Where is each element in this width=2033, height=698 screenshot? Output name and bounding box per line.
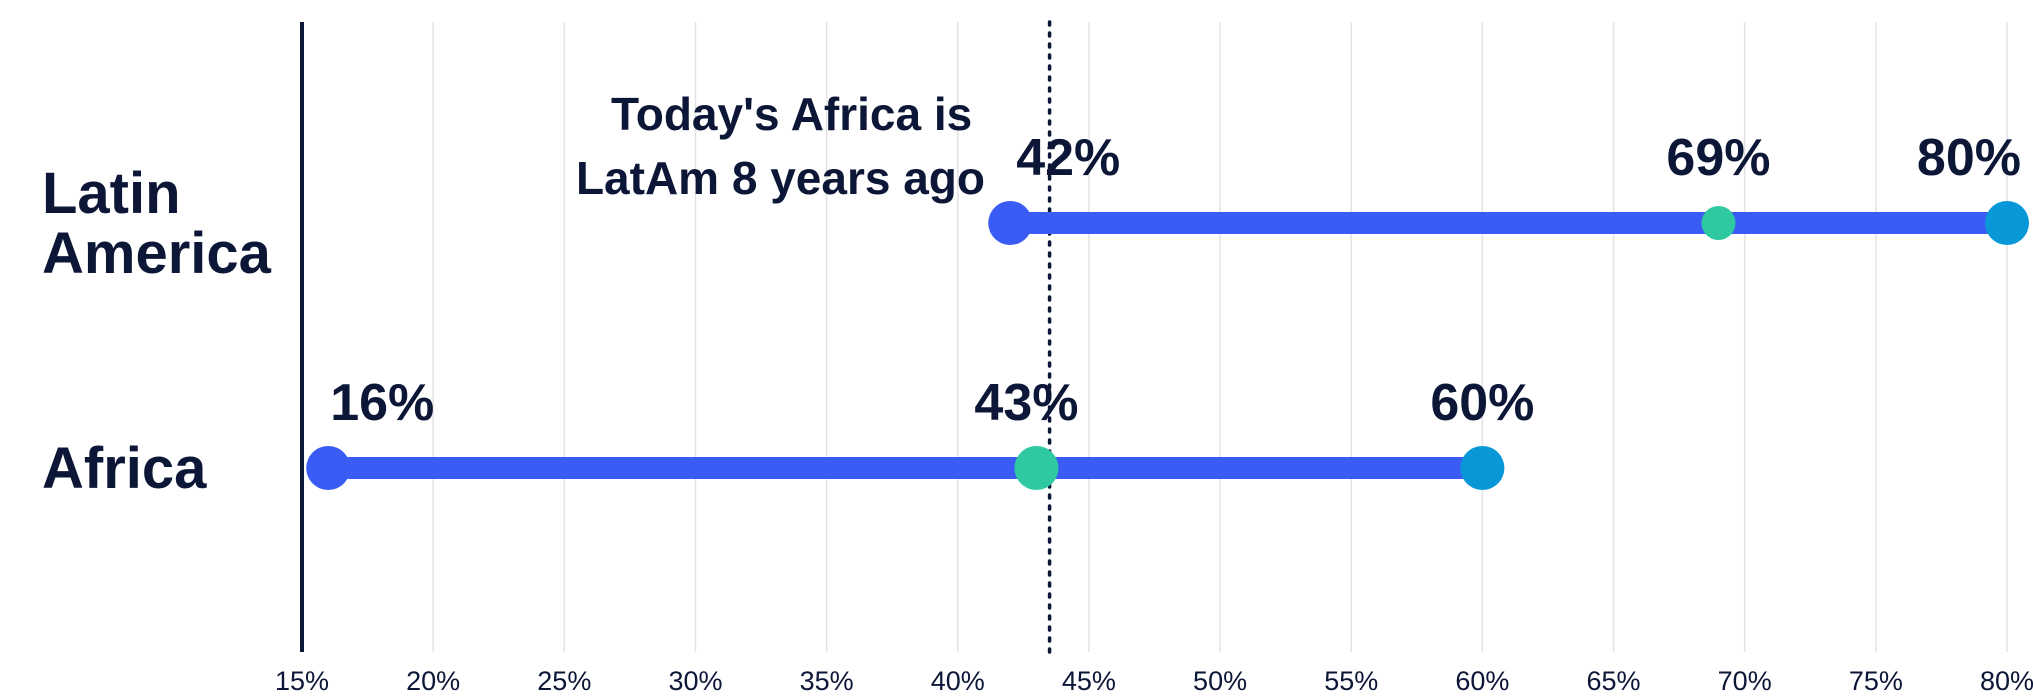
x-tick-label-55: 55% bbox=[1324, 666, 1378, 696]
category-label: Africa bbox=[42, 436, 207, 501]
annotation-line-1: Today's Africa is bbox=[611, 88, 972, 140]
annotation-line-2: LatAm 8 years ago bbox=[576, 152, 985, 204]
x-tick-label-50: 50% bbox=[1193, 666, 1247, 696]
x-tick-label-40: 40% bbox=[931, 666, 985, 696]
x-tick-label-30: 30% bbox=[668, 666, 722, 696]
start-dot bbox=[306, 446, 351, 490]
value-label: 69% bbox=[1666, 129, 1770, 187]
category-label-line: Latin bbox=[42, 161, 181, 226]
value-label: 80% bbox=[1917, 129, 2021, 187]
value-label: 16% bbox=[330, 374, 434, 432]
x-tick-label-15: 15% bbox=[275, 666, 329, 696]
annotation-text: Today's Africa is LatAm 8 years ago bbox=[576, 88, 985, 204]
end-dot bbox=[1985, 201, 2029, 245]
value-label: 43% bbox=[974, 374, 1078, 432]
x-tick-label-75: 75% bbox=[1849, 666, 1903, 696]
x-tick-label-20: 20% bbox=[406, 666, 460, 696]
mid-dot bbox=[1701, 206, 1736, 240]
x-tick-label-35: 35% bbox=[800, 666, 854, 696]
value-label: 60% bbox=[1430, 374, 1534, 432]
x-tick-label-65: 65% bbox=[1587, 666, 1641, 696]
category-label-line: America bbox=[42, 221, 272, 286]
x-tick-label-25: 25% bbox=[537, 666, 591, 696]
x-axis-ticks: 15% 20% 25% 30% 35% 40% 45% 50% 55% 60% 65% 70% 75% 8… bbox=[275, 666, 2033, 696]
row-latin-america: Latin America 42% 69% 80% bbox=[42, 129, 2029, 286]
row-africa: Africa 16% 43% 60% bbox=[42, 374, 1534, 501]
x-tick-label-70: 70% bbox=[1718, 666, 1772, 696]
gridlines bbox=[432, 22, 2008, 652]
x-tick-label-80: 80% bbox=[1980, 666, 2033, 696]
category-rows: Latin America 42% 69% 80% Africa 16% 43% 60% bbox=[42, 129, 2029, 501]
category-label-line: Africa bbox=[42, 436, 207, 501]
x-tick-label-60: 60% bbox=[1455, 666, 1509, 696]
start-dot bbox=[988, 201, 1033, 245]
x-tick-label-45: 45% bbox=[1062, 666, 1116, 696]
value-label: 42% bbox=[1016, 129, 1120, 187]
category-label: Latin America bbox=[42, 161, 272, 286]
mid-dot bbox=[1014, 446, 1059, 490]
end-dot bbox=[1460, 446, 1505, 490]
